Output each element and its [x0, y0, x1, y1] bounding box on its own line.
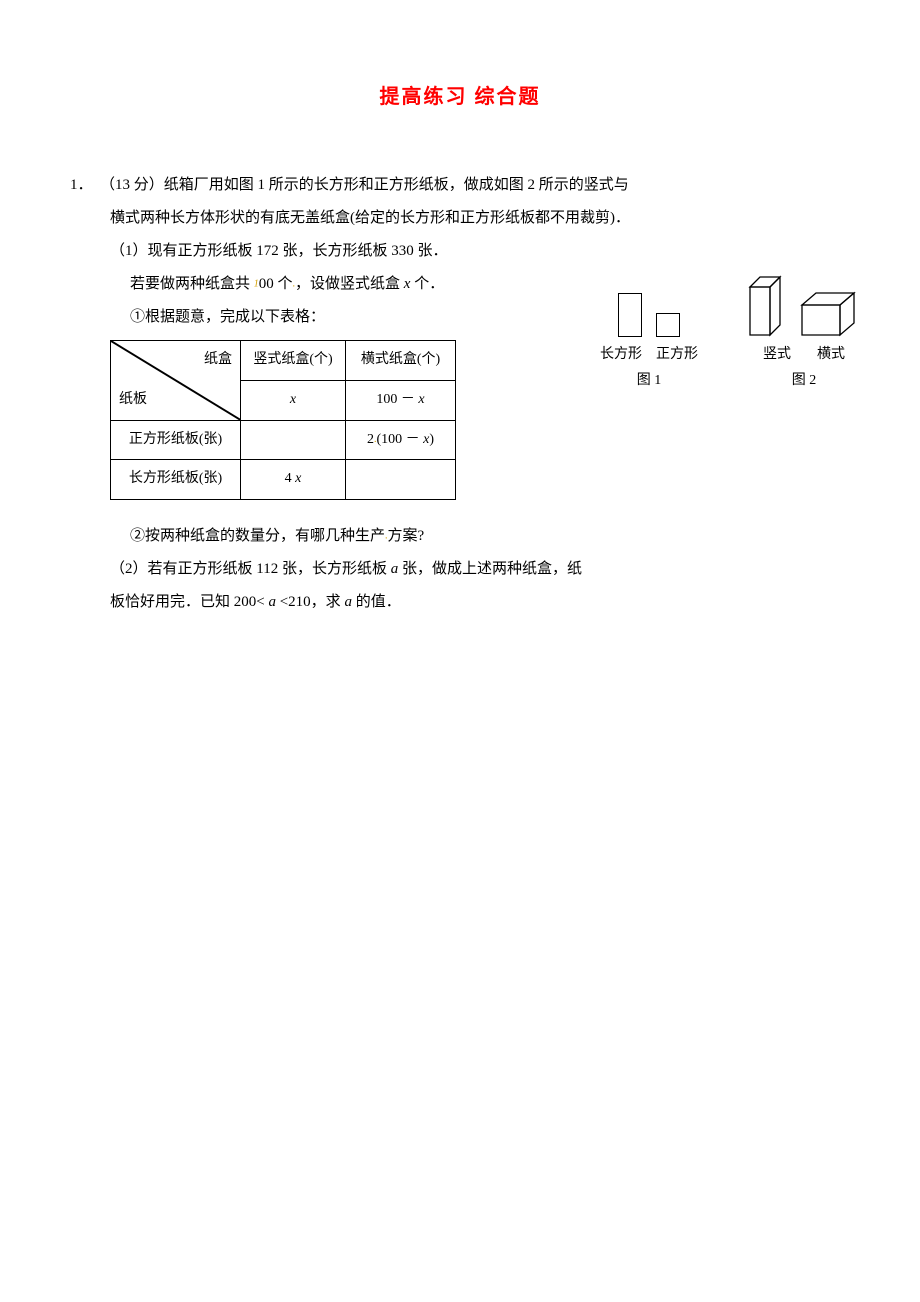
part-2b-mid: <210，求: [276, 594, 344, 610]
problem-points: （13 分）: [100, 177, 164, 193]
problem-text-1: 纸箱厂用如图 1 所示的长方形和正方形纸板，做成如图 2 所示的竖式与: [164, 177, 629, 193]
label-square: 正方形: [656, 343, 698, 363]
minus-sign: －: [406, 432, 420, 447]
part-2-mid: 张，做成上述两种纸盒，纸: [398, 561, 582, 577]
cell-empty: [241, 420, 346, 460]
square-shape-col: [656, 313, 680, 337]
figure-2: 竖式 横式 图 2: [748, 275, 860, 389]
part-1c-suffix: 方案?: [388, 528, 425, 544]
figure-1-caption: 图 1: [600, 369, 698, 389]
variable-a: a: [268, 594, 276, 610]
part-1a-suffix: ，设做竖式纸盒: [295, 276, 404, 292]
row-label-rect: 长方形纸板(张): [111, 460, 241, 500]
row-label-square: 正方形纸板(张): [111, 420, 241, 460]
cell-x: x: [241, 380, 346, 420]
part-1c-prefix: ②按两种纸盒的数量分，有哪几种生产: [130, 528, 385, 544]
paren-100: (100: [376, 432, 405, 447]
figure-2-caption: 图 2: [748, 369, 860, 389]
part-2b-prefix: 板恰好用完．已知 200<: [110, 594, 268, 610]
label-rectangle: 长方形: [600, 343, 642, 363]
part-1a-prefix: 若要做两种纸盒共: [130, 276, 254, 292]
part-2-line-2: 板恰好用完．已知 200< a <210，求 a 的值．: [70, 586, 850, 619]
part-2-prefix: （2）若有正方形纸板 112 张，长方形纸板: [110, 561, 391, 577]
cell-100-minus-x: 100 － x: [346, 380, 456, 420]
figures-container: 长方形 正方形 图 1 竖式 横式: [600, 275, 860, 389]
figure-1-labels: 长方形 正方形: [600, 341, 698, 363]
part-2b-end: 的值．: [352, 594, 401, 610]
variable-x: x: [290, 392, 296, 407]
cell-2-100-minus-x: 2.(100 － x): [346, 420, 456, 460]
vertical-box-icon: [748, 275, 786, 337]
num-100: 100: [376, 392, 401, 407]
problem-line-2: 横式两种长方体形状的有底无盖纸盒(给定的长方形和正方形纸板都不用裁剪)．: [70, 202, 850, 235]
num-4: 4: [285, 471, 296, 486]
problem-block: 1．（13 分）纸箱厂用如图 1 所示的长方形和正方形纸板，做成如图 2 所示的…: [70, 169, 850, 619]
figure-2-labels: 竖式 横式: [748, 341, 860, 363]
label-horizontal-box: 横式: [817, 343, 845, 363]
table-row: 正方形纸板(张) 2.(100 － x): [111, 420, 456, 460]
part-1c: ②按两种纸盒的数量分，有哪几种生产.方案?: [70, 520, 850, 553]
label-vertical-box: 竖式: [763, 343, 791, 363]
diag-lower-label: 纸板: [119, 385, 147, 416]
variable-x: x: [415, 392, 425, 407]
vertical-box-col: [748, 275, 786, 337]
minus-sign: －: [401, 392, 415, 407]
figure-1: 长方形 正方形 图 1: [600, 293, 698, 389]
table-row: 长方形纸板(张) 4 x: [111, 460, 456, 500]
problem-line-1: 1．（13 分）纸箱厂用如图 1 所示的长方形和正方形纸板，做成如图 2 所示的…: [70, 169, 850, 202]
cell-empty: [346, 460, 456, 500]
problem-number: 1．: [70, 169, 100, 202]
variable-x: x: [420, 432, 430, 447]
close-paren: ): [429, 432, 434, 447]
cell-4x: 4 x: [241, 460, 346, 500]
part-1a-val: 00 个: [259, 276, 293, 292]
variable-x: x: [295, 471, 301, 486]
horizontal-box-icon: [800, 291, 860, 337]
horizontal-box-col: [800, 291, 860, 337]
figure-1-shapes: [600, 293, 698, 337]
variable-a: a: [344, 594, 352, 610]
col-header-horizontal: 横式纸盒(个): [346, 341, 456, 381]
rectangle-icon: [618, 293, 642, 337]
num-2: 2: [367, 432, 374, 447]
part-2-line-1: （2）若有正方形纸板 112 张，长方形纸板 a 张，做成上述两种纸盒，纸: [70, 553, 850, 586]
diagonal-header-cell: 纸盒 纸板: [111, 341, 241, 421]
col-header-vertical: 竖式纸盒(个): [241, 341, 346, 381]
figure-2-shapes: [748, 275, 860, 337]
part-1a-end: 个．: [410, 276, 444, 292]
table-header-row: 纸盒 纸板 竖式纸盒(个) 横式纸盒(个): [111, 341, 456, 381]
material-table: 纸盒 纸板 竖式纸盒(个) 横式纸盒(个) x 100 － x 正方形纸板(张)…: [110, 340, 456, 500]
part-1: （1）现有正方形纸板 172 张，长方形纸板 330 张．: [70, 235, 850, 268]
square-icon: [656, 313, 680, 337]
rectangle-shape-col: [618, 293, 642, 337]
document-title: 提高练习 综合题: [70, 80, 850, 109]
diag-upper-label: 纸盒: [204, 345, 232, 376]
